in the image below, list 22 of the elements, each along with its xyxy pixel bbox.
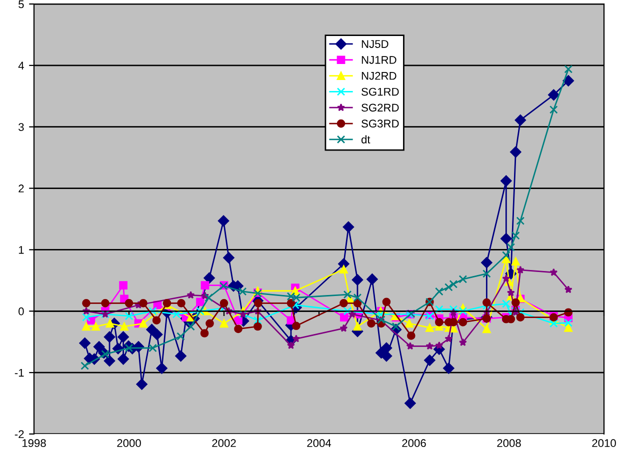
x-tick-label: 2002 <box>212 439 236 448</box>
y-tick-label: 5 <box>18 0 24 8</box>
x-tick-label: 2006 <box>402 439 426 448</box>
y-tick-label: 1 <box>18 246 24 254</box>
y-tick-label: 3 <box>18 123 24 131</box>
y-tick-label: 2 <box>18 184 24 192</box>
legend-label: NJ2RD <box>362 72 396 80</box>
x-tick-label: 2008 <box>497 439 521 448</box>
legend-label: NJ1RD <box>362 56 396 64</box>
y-tick-label: 0 <box>18 307 24 316</box>
y-tick-label: 4 <box>18 62 24 70</box>
x-tick-label: 1998 <box>22 439 46 448</box>
y-tick-label: -2 <box>14 430 24 438</box>
legend-label: SG2RD <box>362 104 399 112</box>
x-tick-label: 2004 <box>307 439 332 448</box>
legend-label: SG1RD <box>362 88 399 96</box>
x-tick-label: 2000 <box>117 439 141 448</box>
x-tick-label: 2010 <box>592 439 616 448</box>
legend-label: NJ5D <box>362 40 388 48</box>
y-tick-label: -1 <box>14 368 24 377</box>
legend-label: dt <box>361 135 370 144</box>
legend-label: SG3RD <box>362 120 399 128</box>
